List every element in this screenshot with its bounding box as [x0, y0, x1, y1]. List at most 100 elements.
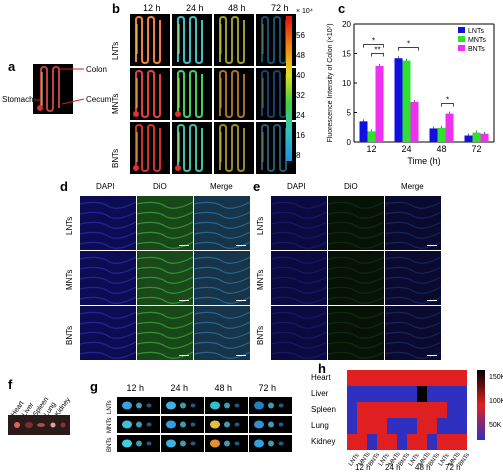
scale-bar	[427, 300, 437, 301]
b-image-r2-c1	[172, 122, 212, 174]
b-colorbar-tick-4: 24	[296, 111, 305, 120]
bar-MNTs-24	[402, 60, 411, 142]
b-row-lnts: LNTs	[111, 41, 120, 60]
g-image-r1-c1	[161, 416, 204, 433]
h-cell-r1-c9	[437, 386, 447, 402]
sig-bracket-12-a	[363, 44, 384, 48]
b-colorbar-unit: × 10⁴	[296, 8, 313, 15]
g-time-2: 48 h	[214, 383, 233, 393]
b-row-mnts: MNTs	[111, 93, 120, 114]
b-image-r1-c2	[214, 68, 254, 120]
legend-swatch-BNTs	[458, 45, 465, 51]
panel_e-col-0: DAPI	[287, 182, 306, 191]
y-tick-label: 15	[342, 50, 351, 59]
b-row-bnts: BNTs	[111, 148, 120, 168]
bar-BNTs-12	[375, 65, 384, 142]
h-cell-r0-c6	[407, 370, 417, 386]
panel_d-image-r0-c2	[194, 196, 250, 250]
panel-label-c: c	[338, 1, 346, 16]
legend-label-BNTs: BNTs	[468, 46, 485, 53]
sig-bracket-12-a-label: *	[372, 37, 375, 46]
b-colorbar-tick-0: 56	[296, 31, 305, 40]
h-cell-r2-c6	[407, 402, 417, 418]
b-time-72: 72 h	[271, 3, 289, 13]
b-colorbar-tick-6: 8	[296, 151, 301, 160]
h-cell-r3-c3	[377, 418, 387, 434]
g-image-r2-c3	[249, 435, 292, 452]
bar-MNTs-12	[367, 131, 376, 142]
y-tick-label: 5	[347, 109, 352, 118]
panel_d-col-0: DAPI	[96, 182, 115, 191]
x-tick-label: 72	[471, 144, 481, 154]
panel-label-b: b	[112, 1, 120, 16]
h-cell-r4-c3	[377, 434, 387, 450]
y-axis-label: Fluorescence Intensity of Colon (×10⁷)	[327, 23, 334, 142]
h-cell-r4-c2	[367, 434, 377, 450]
colon-fluorescence-image	[37, 65, 60, 113]
h-cell-r2-c1	[357, 402, 367, 418]
h-cell-r0-c1	[357, 370, 367, 386]
panel-f-image	[8, 415, 70, 435]
panel-label-a: a	[8, 59, 16, 74]
h-row-Liver: Liver	[311, 389, 329, 398]
h-colorbar	[477, 370, 485, 440]
h-time-1: 24 h	[385, 463, 401, 472]
y-tick-label: 10	[342, 79, 351, 88]
panel_d-row-2: BNTs	[65, 325, 74, 345]
x-tick-label: 48	[436, 144, 446, 154]
h-cell-r1-c0	[347, 386, 357, 402]
g-image-r2-c0	[117, 435, 160, 452]
g-image-r0-c3	[249, 397, 292, 414]
panel_e-image-r0-c2	[385, 196, 441, 250]
b-image-r0-c0	[130, 14, 170, 66]
g-image-r1-c2	[205, 416, 248, 433]
bar-MNTs-48	[437, 127, 446, 142]
bar-BNTs-24	[410, 101, 419, 142]
h-cell-r0-c2	[367, 370, 377, 386]
h-cell-r1-c10	[447, 386, 457, 402]
h-cell-r4-c11	[457, 434, 467, 450]
b-image-r1-c0	[130, 68, 170, 120]
b-image-r2-c2	[214, 122, 254, 174]
panel_e-col-1: DiO	[344, 182, 358, 191]
h-time-0: 12 h	[355, 463, 371, 472]
x-tick-label: 12	[366, 144, 376, 154]
g-time-1: 24 h	[170, 383, 189, 393]
h-cell-r2-c7	[417, 402, 427, 418]
g-image-r2-c1	[161, 435, 204, 452]
h-cell-r3-c4	[387, 418, 397, 434]
h-time-2: 48 h	[415, 463, 431, 472]
b-colorbar	[286, 16, 292, 161]
panel_d-image-r2-c0	[80, 306, 136, 360]
scale-bar	[236, 245, 246, 246]
h-cell-r3-c7	[417, 418, 427, 434]
legend-swatch-LNTs	[458, 27, 465, 33]
g-time-0: 12 h	[126, 383, 145, 393]
x-axis-label: Time (h)	[407, 156, 440, 166]
bar-LNTs-24	[394, 58, 403, 142]
h-cell-r2-c10	[447, 402, 457, 418]
x-tick-label: 24	[401, 144, 411, 154]
b-image-r0-c1	[172, 14, 212, 66]
h-cell-r4-c8	[427, 434, 437, 450]
panel-label-f: f	[8, 377, 13, 392]
h-cell-r3-c9	[437, 418, 447, 434]
panel_d-col-2: Merge	[210, 182, 233, 191]
g-row-1: MNTs	[107, 417, 113, 433]
h-cell-r3-c0	[347, 418, 357, 434]
h-cell-r1-c11	[457, 386, 467, 402]
sig-bracket-48	[441, 103, 454, 107]
panel_e-image-r1-c0	[271, 251, 327, 305]
y-tick-label: 0	[347, 138, 352, 147]
colon-label: Colon	[86, 65, 107, 74]
sig-bracket-12-b	[371, 53, 384, 57]
scale-bar	[236, 355, 246, 356]
scale-bar	[179, 300, 189, 301]
panel-a-image	[33, 64, 73, 114]
h-cell-r3-c2	[367, 418, 377, 434]
panel_d-row-0: LNTs	[65, 216, 74, 235]
h-cell-r2-c8	[427, 402, 437, 418]
h-row-Kidney: Kidney	[311, 437, 336, 446]
b-image-r0-c2	[214, 14, 254, 66]
